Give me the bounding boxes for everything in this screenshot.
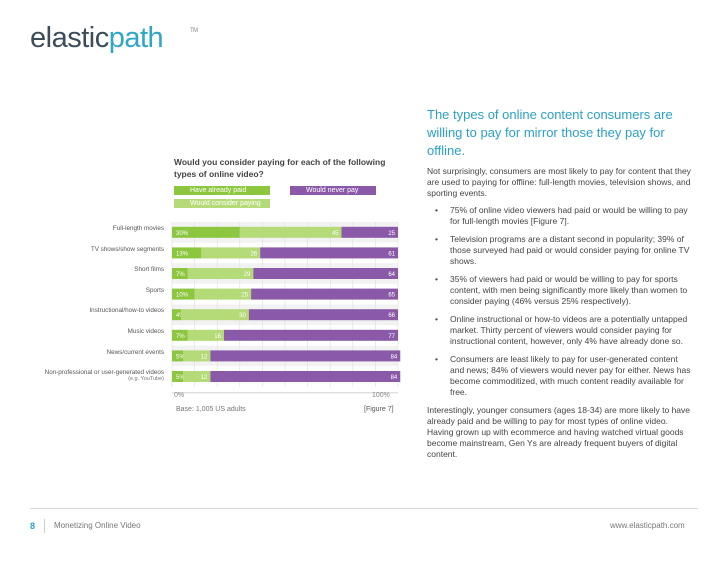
bar-data-label: 45 — [332, 231, 339, 237]
x-tick-0: 0% — [174, 392, 185, 399]
bar-data-label: 26 — [250, 251, 257, 257]
bar-data-label: 12 — [201, 375, 208, 381]
category-label: Full-length movies — [112, 225, 164, 232]
article-heading: The types of online content consumers ar… — [427, 107, 673, 158]
category-label: Sports — [145, 286, 164, 294]
legend-would-consider-paying: Would consider paying — [174, 199, 270, 208]
bar-segment-would-consider-paying — [187, 329, 224, 341]
bar-data-label: 29 — [244, 272, 251, 278]
footer-title: Monetizing Online Video — [54, 521, 141, 530]
bullet-text: Television programs are a distant second… — [450, 234, 690, 266]
bar-data-label: 4% — [176, 313, 185, 319]
bullet-item: • 35% of viewers had paid or would be wil… — [427, 274, 692, 307]
elasticpath-logo: elasticpath TM — [30, 22, 198, 55]
bullet-text: 35% of viewers had paid or would be will… — [450, 274, 688, 306]
bullet-text: 75% of online video viewers had paid or … — [450, 205, 688, 226]
bullet-dot: • — [435, 274, 438, 284]
bar-segment-would-never-pay — [210, 350, 401, 362]
bar-data-label: 84 — [391, 354, 398, 360]
chart-base-note: Base: 1,005 US adults — [176, 406, 246, 413]
bar-segment-would-consider-paying — [183, 371, 211, 382]
chart-bars-svg: 30% 45 25 13% 26 61 7% 29 64 10% 25 65 4% 30 66 7% 16 77 5… — [171, 222, 401, 394]
bullet-item: • Consumers are least likely to pay for u… — [427, 354, 692, 398]
article-bullet-list: • 75% of online video viewers had paid or… — [427, 205, 692, 398]
article-intro: Not surprisingly, consumers are most lik… — [427, 166, 691, 198]
logo-text-left: elastic — [30, 22, 109, 54]
bullet-text: Consumers are least likely to pay for us… — [450, 354, 691, 397]
bullet-dot: • — [435, 354, 438, 364]
category-label: Short films — [134, 266, 164, 274]
footer-url: www.elasticpath.com — [610, 521, 685, 530]
bullet-item: • Online instructional or how-to videos a… — [427, 314, 692, 347]
bar-data-label: 65 — [388, 293, 395, 299]
bar-segment-would-never-pay — [341, 226, 398, 238]
bar-segment-have-already-paid — [172, 329, 188, 341]
bar-data-label: 7% — [176, 334, 185, 340]
bar-data-label: 30 — [239, 313, 246, 319]
legend-would-never-pay: Would never pay — [290, 186, 376, 195]
bar-segment-have-already-paid — [172, 247, 202, 259]
bar-data-label: 25 — [241, 293, 248, 299]
footer-separator — [44, 519, 45, 533]
category-label: Non-professional or user-generated video… — [44, 369, 164, 377]
bar-data-label: 13% — [176, 251, 189, 257]
bar-data-label: 10% — [176, 293, 189, 299]
bar-segment-would-consider-paying — [183, 350, 211, 362]
bar-segment-would-never-pay — [210, 371, 401, 382]
page-number: 8 — [30, 521, 36, 531]
logo-text-right: path — [108, 22, 164, 54]
bar-data-label: 12 — [201, 354, 208, 360]
bar-data-label: 5% — [176, 354, 185, 360]
bar-segment-would-never-pay — [253, 268, 398, 279]
bar-data-label: 84 — [391, 375, 398, 381]
bar-segment-have-already-paid — [172, 350, 184, 362]
bullet-dot: • — [435, 234, 438, 244]
bar-data-label: 64 — [388, 272, 395, 278]
bar-data-label: 25 — [388, 231, 395, 237]
category-label: News/current events — [106, 348, 164, 356]
footer-divider — [30, 508, 698, 509]
category-label: Instructional/how-to videos — [89, 307, 164, 315]
bar-segment-would-never-pay — [248, 309, 398, 321]
bar-data-label: 61 — [388, 251, 395, 257]
article-closing: Interestingly, younger consumers (ages 1… — [427, 405, 690, 459]
chart-title: Would you consider paying for each of th… — [174, 157, 386, 179]
bar-segment-would-never-pay — [260, 247, 398, 259]
bar-segment-have-already-paid — [172, 268, 188, 279]
online-video-payment-chart: Would you consider paying for each of th… — [0, 0, 420, 430]
bullet-item: • 75% of online video viewers had paid or… — [427, 205, 692, 227]
bar-segment-would-consider-paying — [187, 268, 254, 279]
bar-segment-have-already-paid — [172, 371, 184, 382]
figure-reference: [Figure 7] — [364, 406, 394, 413]
bar-segment-would-never-pay — [223, 329, 398, 341]
logo-trademark: TM — [190, 28, 198, 34]
bar-segment-would-consider-paying — [181, 309, 249, 321]
bar-data-label: 5% — [176, 375, 185, 381]
bar-segment-have-already-paid — [172, 309, 182, 321]
bar-segment-would-consider-paying — [201, 247, 261, 259]
legend-have-already-paid: Have already paid — [174, 186, 270, 195]
bar-segment-would-never-pay — [251, 288, 398, 300]
x-tick-100: 100% — [372, 392, 390, 399]
bullet-text: Online instructional or how-to videos ar… — [450, 314, 688, 346]
bar-data-label: 7% — [176, 272, 185, 278]
bar-segment-have-already-paid — [172, 226, 240, 238]
bar-data-label: 16 — [214, 334, 221, 340]
bar-segment-have-already-paid — [172, 288, 195, 300]
bullet-dot: • — [435, 205, 438, 215]
category-label: Music videos — [127, 328, 164, 335]
bullet-dot: • — [435, 314, 438, 324]
article-column: The types of online content consumers ar… — [427, 106, 692, 466]
bar-data-label: 77 — [388, 334, 395, 340]
bar-data-label: 66 — [388, 313, 395, 319]
bar-data-label: 30% — [176, 231, 189, 237]
bar-segment-would-consider-paying — [239, 226, 342, 238]
bullet-item: • Television programs are a distant secon… — [427, 234, 692, 267]
bar-segment-would-consider-paying — [194, 288, 252, 300]
category-sublabel: (e.g. YouTube) — [128, 376, 164, 383]
category-label: TV shows/show segments — [90, 245, 164, 253]
